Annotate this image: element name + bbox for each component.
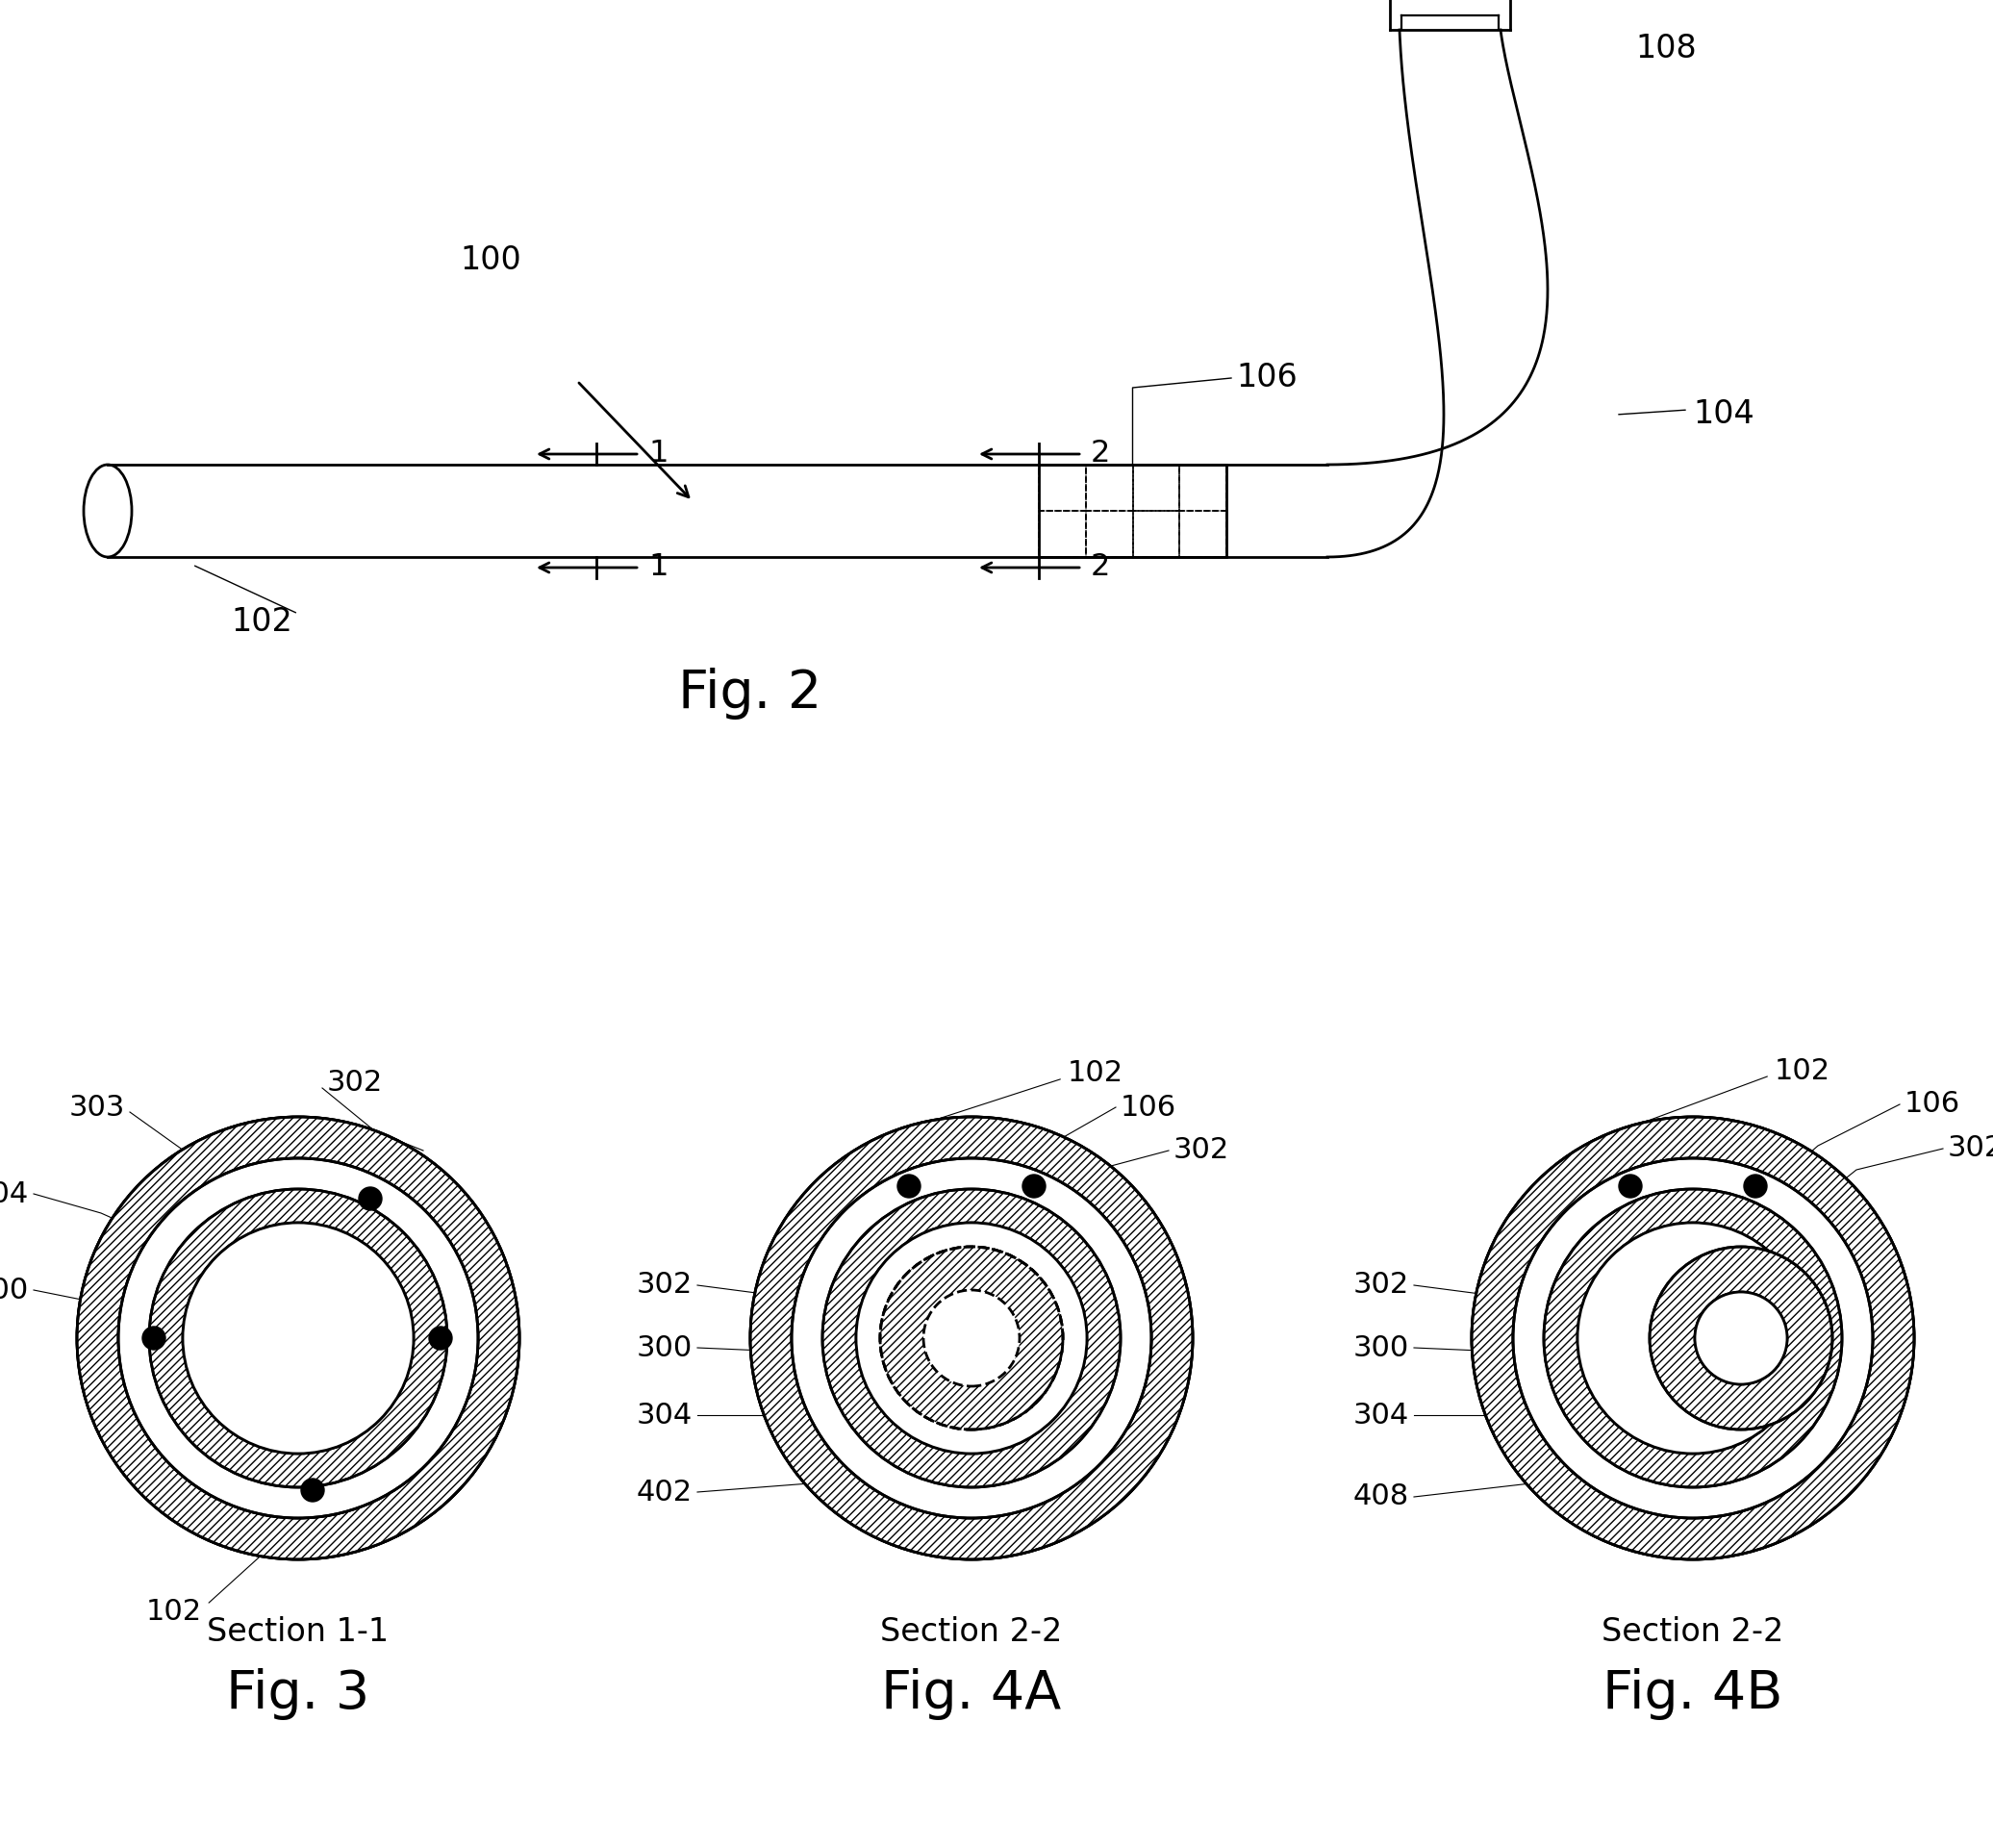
Circle shape bbox=[857, 1223, 1086, 1454]
Text: 104: 104 bbox=[1692, 399, 1754, 431]
Text: 102: 102 bbox=[145, 1599, 201, 1626]
Bar bbox=[1038, 510, 1086, 556]
Circle shape bbox=[749, 1116, 1192, 1560]
Text: 2: 2 bbox=[1090, 553, 1110, 582]
Text: 300: 300 bbox=[636, 1334, 692, 1362]
Circle shape bbox=[183, 1223, 415, 1454]
Circle shape bbox=[1471, 1116, 1913, 1560]
Text: 304: 304 bbox=[0, 1179, 28, 1209]
Text: Fig. 4B: Fig. 4B bbox=[1602, 1669, 1784, 1720]
Circle shape bbox=[791, 1159, 1152, 1517]
Text: 102: 102 bbox=[1774, 1057, 1830, 1085]
Text: 106: 106 bbox=[1905, 1090, 1961, 1118]
Circle shape bbox=[1618, 1175, 1642, 1198]
Text: 300: 300 bbox=[0, 1277, 28, 1305]
Text: 302: 302 bbox=[636, 1271, 692, 1299]
Circle shape bbox=[301, 1478, 325, 1502]
Bar bbox=[1086, 464, 1132, 510]
Text: Fig. 2: Fig. 2 bbox=[678, 667, 821, 719]
Text: 300: 300 bbox=[1353, 1334, 1409, 1362]
Bar bbox=[1086, 510, 1132, 556]
Text: Section 2-2: Section 2-2 bbox=[1602, 1615, 1784, 1647]
Text: Fig. 3: Fig. 3 bbox=[227, 1669, 371, 1720]
Text: 302: 302 bbox=[1353, 1271, 1409, 1299]
Text: 106: 106 bbox=[1236, 362, 1297, 394]
Text: Section 1-1: Section 1-1 bbox=[207, 1615, 389, 1647]
Text: 102: 102 bbox=[1068, 1059, 1124, 1087]
Circle shape bbox=[359, 1186, 383, 1210]
Text: 303: 303 bbox=[70, 1094, 126, 1122]
Text: 408: 408 bbox=[1353, 1482, 1409, 1512]
Bar bbox=[1038, 464, 1086, 510]
Text: 304: 304 bbox=[636, 1401, 692, 1429]
Circle shape bbox=[1578, 1223, 1808, 1454]
Text: 100: 100 bbox=[460, 244, 522, 277]
Circle shape bbox=[897, 1175, 921, 1198]
Circle shape bbox=[1513, 1159, 1873, 1517]
Circle shape bbox=[881, 1247, 1062, 1430]
Circle shape bbox=[923, 1290, 1020, 1386]
Text: 108: 108 bbox=[1634, 33, 1696, 65]
Circle shape bbox=[428, 1327, 452, 1349]
Bar bbox=[1132, 464, 1180, 510]
Text: 302: 302 bbox=[327, 1070, 383, 1098]
Text: 2: 2 bbox=[1090, 440, 1110, 469]
Bar bbox=[1132, 510, 1180, 556]
Text: Section 2-2: Section 2-2 bbox=[881, 1615, 1062, 1647]
Text: 302: 302 bbox=[1947, 1135, 1993, 1162]
Text: 302: 302 bbox=[1174, 1137, 1230, 1164]
Circle shape bbox=[1744, 1175, 1768, 1198]
Text: 304: 304 bbox=[1353, 1401, 1409, 1429]
Circle shape bbox=[78, 1116, 520, 1560]
Text: Fig. 4A: Fig. 4A bbox=[881, 1669, 1062, 1720]
Circle shape bbox=[142, 1327, 165, 1349]
Circle shape bbox=[1694, 1292, 1788, 1384]
Circle shape bbox=[1022, 1175, 1046, 1198]
Text: 402: 402 bbox=[636, 1478, 692, 1506]
Bar bbox=[1180, 464, 1226, 510]
Bar bbox=[1038, 464, 1226, 556]
Text: 102: 102 bbox=[231, 606, 293, 638]
Circle shape bbox=[118, 1159, 478, 1517]
Text: 106: 106 bbox=[1120, 1094, 1176, 1122]
Text: 1: 1 bbox=[648, 553, 668, 582]
Bar bbox=[1180, 510, 1226, 556]
Text: 1: 1 bbox=[648, 440, 668, 469]
